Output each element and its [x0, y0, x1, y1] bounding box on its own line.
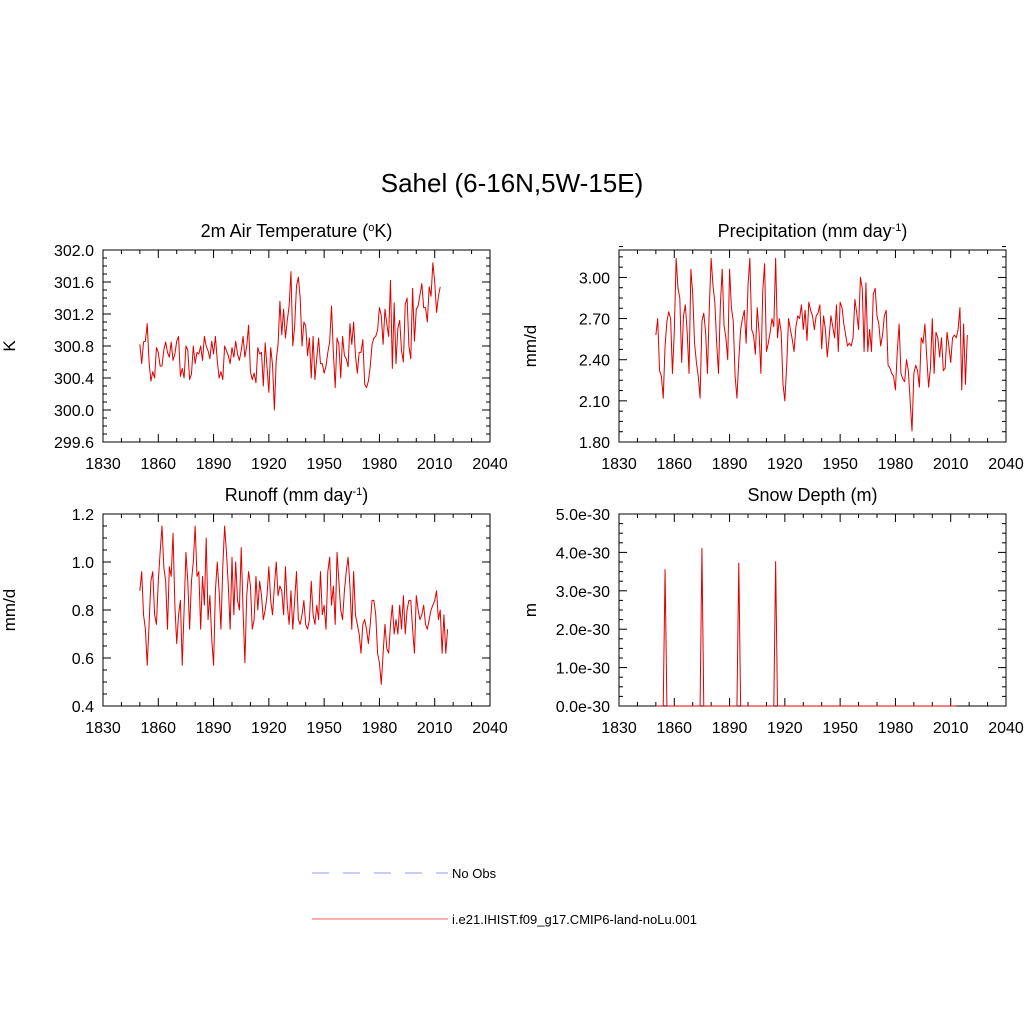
- x-tick-label: 1980: [362, 720, 398, 737]
- x-tick-label: 2010: [417, 720, 453, 737]
- y-tick-label: 301.2: [54, 307, 94, 324]
- x-tick-label: 1890: [712, 720, 748, 737]
- x-tick-label: 1950: [306, 720, 342, 737]
- legend-label-2: i.e21.IHIST.f09_g17.CMIP6-land-noLu.001: [452, 912, 697, 927]
- series-line-snow-depth: [655, 548, 957, 707]
- panel-title-main: Precipitation (mm day: [718, 221, 892, 241]
- panel-title-sup: -1: [352, 486, 362, 498]
- series-line-precipitation: [655, 257, 968, 432]
- panel-precipitation: Precipitation (mm day-1) 1830 1860 1890 1920…: [521, 221, 1024, 473]
- y-tick-label: 1.80: [579, 435, 610, 452]
- x-tick-label: 2010: [417, 456, 453, 473]
- panel-title-sup: -1: [892, 222, 902, 234]
- panel-snow-depth: Snow Depth (m) 1830 1860 1890 1920 1950 1980 20…: [521, 485, 1024, 737]
- series-line-temperature: [139, 262, 441, 411]
- x-tick-label: 1830: [601, 720, 637, 737]
- x-tick-label: 2040: [988, 720, 1024, 737]
- figure-title: Sahel (6-16N,5W-15E): [380, 168, 644, 198]
- y-tick-label: 299.6: [54, 435, 94, 452]
- x-tick-label: 1830: [85, 720, 121, 737]
- y-tick-label: 4.0e-30: [556, 545, 610, 562]
- x-tick-label: 1920: [767, 456, 803, 473]
- y-tick-label: 1.2: [72, 507, 94, 524]
- y-tick-label: 2.40: [579, 353, 610, 370]
- y-tick-label: 300.4: [54, 371, 94, 388]
- y-tick-label: 3.0e-30: [556, 584, 610, 601]
- panel-title-temperature: 2m Air Temperature (oK): [201, 221, 393, 241]
- y-tick-label: 0.8: [72, 603, 94, 620]
- x-tick-label: 1980: [362, 456, 398, 473]
- x-tick-label: 1830: [85, 456, 121, 473]
- plot-frame-precipitation: [618, 249, 1007, 443]
- panel-temperature: 2m Air Temperature (oK) 1830 1860 1890 1920 1…: [0, 221, 508, 473]
- legend: No Obs i.e21.IHIST.f09_g17.CMIP6-land-noL…: [312, 866, 697, 927]
- y-tick-label: 3.00: [579, 270, 610, 287]
- y-tick-label: 2.0e-30: [556, 622, 610, 639]
- panel-title-main: Runoff (mm day: [225, 485, 353, 505]
- panel-title-main: 2m Air Temperature (: [201, 221, 369, 241]
- y-tick-label: 0.0e-30: [556, 699, 610, 716]
- panel-runoff: Runoff (mm day-1) 1830 1860 1890 1920 1950 198…: [0, 485, 508, 737]
- x-tick-label: 1860: [656, 456, 692, 473]
- panel-title-end: ): [901, 221, 907, 241]
- y-axis-label: mm/d: [0, 589, 19, 632]
- y-tick-label: 5.0e-30: [556, 507, 610, 524]
- y-tick-label: 1.0: [72, 555, 94, 572]
- y-tick-label: 0.4: [72, 699, 94, 716]
- x-tick-label: 1980: [878, 456, 914, 473]
- x-tick-label: 2010: [933, 720, 969, 737]
- y-axis-label: K: [0, 340, 19, 352]
- panel-title-sup: o: [368, 222, 374, 234]
- panel-title-snow-depth: Snow Depth (m): [747, 485, 877, 505]
- x-tick-label: 2040: [988, 456, 1024, 473]
- panel-title-main: Snow Depth (m): [747, 485, 877, 505]
- panel-title-end: ): [362, 485, 368, 505]
- x-tick-label: 1890: [712, 456, 748, 473]
- x-tick-label: 1890: [196, 720, 232, 737]
- x-tick-label: 1950: [822, 720, 858, 737]
- x-tick-label: 1860: [140, 720, 176, 737]
- y-axis-label: mm/d: [521, 325, 540, 368]
- y-tick-label: 2.10: [579, 394, 610, 411]
- x-tick-label: 1860: [656, 720, 692, 737]
- y-tick-label: 301.6: [54, 275, 94, 292]
- x-tick-label: 1980: [878, 720, 914, 737]
- x-tick-label: 1830: [601, 456, 637, 473]
- x-tick-label: 1920: [251, 720, 287, 737]
- y-tick-label: 0.6: [72, 651, 94, 668]
- series-line-runoff: [139, 525, 449, 685]
- y-tick-label: 1.0e-30: [556, 661, 610, 678]
- x-tick-label: 1950: [822, 456, 858, 473]
- panel-title-runoff: Runoff (mm day-1): [225, 485, 369, 505]
- y-axis-label: m: [521, 603, 540, 617]
- plot-frame-snow-depth: [618, 513, 1007, 707]
- panel-title-precipitation: Precipitation (mm day-1): [718, 221, 908, 241]
- x-tick-label: 2040: [472, 456, 508, 473]
- x-tick-label: 1920: [767, 720, 803, 737]
- x-tick-label: 1920: [251, 456, 287, 473]
- y-tick-label: 300.0: [54, 403, 94, 420]
- y-tick-label: 300.8: [54, 339, 94, 356]
- x-tick-label: 1860: [140, 456, 176, 473]
- x-tick-label: 2010: [933, 456, 969, 473]
- x-tick-label: 2040: [472, 720, 508, 737]
- y-tick-label: 2.70: [579, 312, 610, 329]
- y-tick-label: 302.0: [54, 243, 94, 260]
- x-tick-label: 1890: [196, 456, 232, 473]
- x-tick-label: 1950: [306, 456, 342, 473]
- legend-label-1: No Obs: [452, 866, 497, 881]
- panel-title-end: K): [374, 221, 392, 241]
